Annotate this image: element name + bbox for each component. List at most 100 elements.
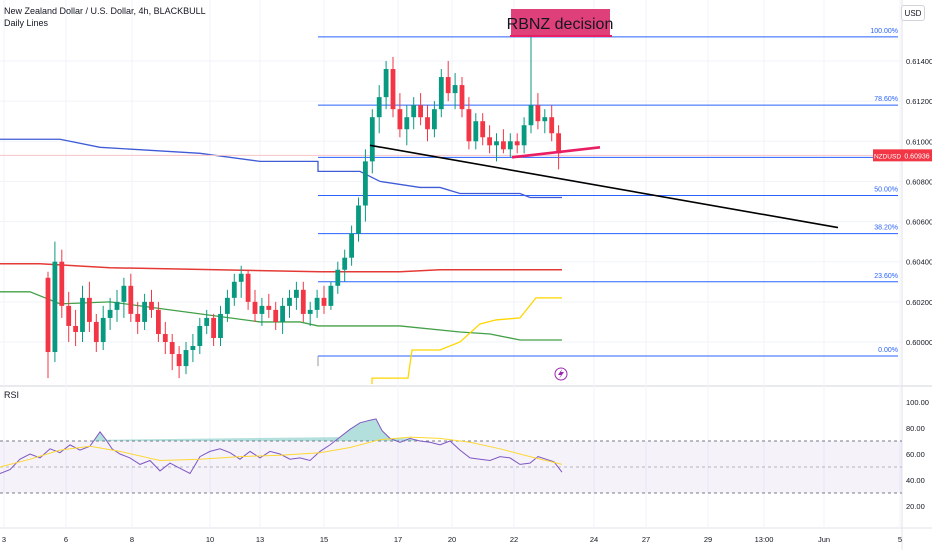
price-axis: 0.61400 0.61200 0.61000 0.60800 0.60600 0.604…	[906, 57, 932, 347]
candle	[432, 101, 437, 138]
candle-body	[66, 305, 72, 326]
candle	[218, 305, 223, 347]
candle	[66, 291, 72, 342]
candle	[238, 265, 244, 298]
candle-body	[107, 309, 113, 318]
candle-body	[328, 285, 334, 306]
candle	[294, 281, 299, 310]
rsi-pane: 100.00 80.00 60.00 40.00 20.00	[0, 398, 929, 511]
candle	[176, 346, 182, 379]
annotation-text: RBNZ decision	[507, 16, 614, 33]
candle-body	[204, 317, 210, 326]
price-tick-label: 0.60400	[906, 258, 932, 267]
rsi-tick-label: 60.00	[906, 450, 925, 459]
candle	[314, 289, 320, 318]
candle-body	[425, 117, 430, 130]
candle-body	[363, 161, 368, 206]
candle	[335, 261, 341, 294]
candle-body	[404, 117, 410, 130]
candle-body	[514, 141, 520, 146]
fib-level-label: 50.00%	[874, 186, 898, 193]
candle	[369, 109, 375, 174]
price-tick-label: 0.60000	[906, 338, 932, 347]
candle-body	[473, 121, 479, 142]
candle	[169, 333, 175, 371]
time-tick-label: 20	[448, 535, 456, 544]
candle	[363, 149, 368, 222]
candle-body	[100, 317, 106, 342]
candle-body	[438, 77, 444, 110]
time-tick-label: 6	[64, 535, 68, 544]
rsi-tick-label: 80.00	[906, 424, 925, 433]
candle-body	[459, 85, 465, 110]
candle	[514, 133, 520, 154]
candle	[459, 77, 465, 118]
candle	[287, 289, 292, 318]
candle-body	[369, 117, 375, 162]
rsi-tick-label: 40.00	[906, 476, 925, 485]
candle-body	[87, 297, 92, 322]
candle-body	[52, 261, 58, 353]
candle-body	[418, 105, 423, 118]
candle-body	[445, 77, 451, 94]
candle	[528, 36, 534, 134]
candle	[425, 105, 430, 142]
indicator-name: Daily Lines	[4, 18, 49, 28]
candle	[521, 117, 527, 154]
candle	[473, 113, 479, 150]
candle	[59, 249, 65, 318]
candle	[107, 297, 113, 330]
candle	[266, 293, 272, 318]
candle-body	[294, 289, 299, 298]
candle	[142, 293, 147, 330]
candle-body	[356, 205, 361, 234]
candle-body	[142, 301, 147, 322]
candle-body	[169, 342, 175, 355]
candle-body	[218, 313, 223, 338]
candle-body	[73, 325, 78, 332]
candle	[156, 301, 161, 342]
candle-body	[225, 297, 230, 314]
candle	[252, 289, 258, 322]
rsi-tick-label: 20.00	[906, 502, 925, 511]
candle	[307, 301, 313, 326]
candle	[376, 85, 382, 134]
currency-button[interactable]: USD	[901, 5, 925, 21]
candle-body	[183, 350, 189, 367]
trend-line	[369, 144, 839, 229]
candle	[45, 271, 51, 379]
candle	[211, 313, 216, 347]
candle-body	[287, 297, 292, 306]
candle-body	[501, 141, 506, 150]
fib-level-label: 78.60%	[874, 96, 898, 103]
candle-body	[494, 141, 499, 146]
candle	[397, 93, 403, 138]
candle-body	[507, 141, 513, 150]
candle-body	[197, 325, 203, 347]
time-tick-label: 10	[206, 535, 214, 544]
candle	[535, 93, 541, 130]
price-tick-label: 0.60600	[906, 218, 932, 227]
daily-line-blue	[0, 138, 562, 199]
candle-body	[190, 346, 196, 351]
time-tick-label: 5	[898, 535, 902, 544]
price-tag-symbol: NZDUSD	[874, 153, 901, 160]
candle	[80, 285, 85, 342]
time-tick-label: 13:00	[755, 535, 774, 544]
candle	[342, 249, 348, 282]
candle-body	[528, 105, 534, 126]
candle	[356, 197, 361, 242]
price-tag-value: 0.60936	[904, 153, 929, 160]
candle	[93, 313, 99, 353]
rsi-tick-label: 100.00	[906, 398, 929, 407]
price-tag-value-bg	[902, 149, 932, 162]
candle-body	[259, 305, 265, 314]
support-line	[511, 146, 601, 159]
fib-level-label: 38.20%	[874, 225, 898, 232]
candle-body	[466, 109, 472, 142]
candle	[259, 297, 265, 326]
time-tick-label: 27	[642, 535, 650, 544]
